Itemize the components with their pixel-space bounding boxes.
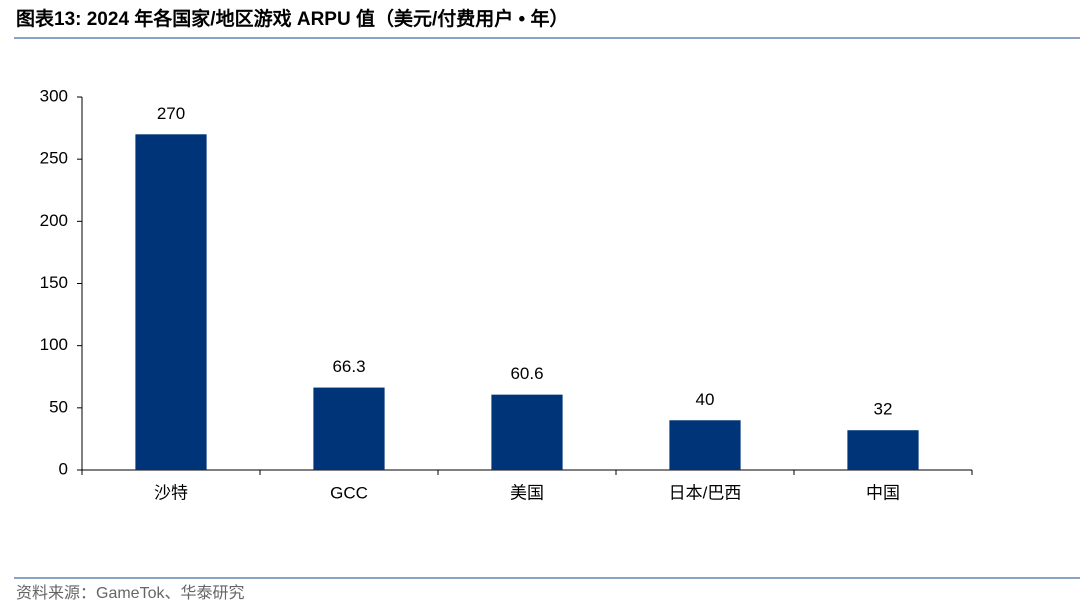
value-label: 40 — [696, 390, 715, 409]
y-tick-label: 200 — [40, 211, 68, 230]
y-tick-label: 250 — [40, 149, 68, 168]
y-tick-label: 100 — [40, 335, 68, 354]
bar — [135, 134, 207, 471]
chart-title: 图表13: 2024 年各国家/地区游戏 ARPU 值（美元/付费用户 • 年） — [16, 7, 568, 30]
y-tick-label: 0 — [59, 459, 68, 478]
y-tick-label: 50 — [49, 397, 68, 416]
x-tick-label: 中国 — [866, 483, 900, 502]
x-tick-label: 日本/巴西 — [669, 483, 742, 502]
y-tick-label: 300 — [40, 86, 68, 105]
value-label: 32 — [874, 400, 893, 419]
value-label: 60.6 — [510, 364, 543, 383]
bar — [847, 430, 919, 470]
x-tick-label: 美国 — [510, 483, 544, 502]
bar — [313, 387, 385, 470]
bar — [669, 420, 741, 470]
source-note: 资料来源：GameTok、华泰研究 — [16, 584, 244, 602]
y-tick-label: 150 — [40, 273, 68, 292]
value-label: 66.3 — [332, 357, 365, 376]
bar — [491, 394, 563, 470]
value-label: 270 — [157, 104, 185, 123]
x-tick-label: 沙特 — [154, 483, 188, 502]
x-tick-label: GCC — [330, 483, 368, 502]
